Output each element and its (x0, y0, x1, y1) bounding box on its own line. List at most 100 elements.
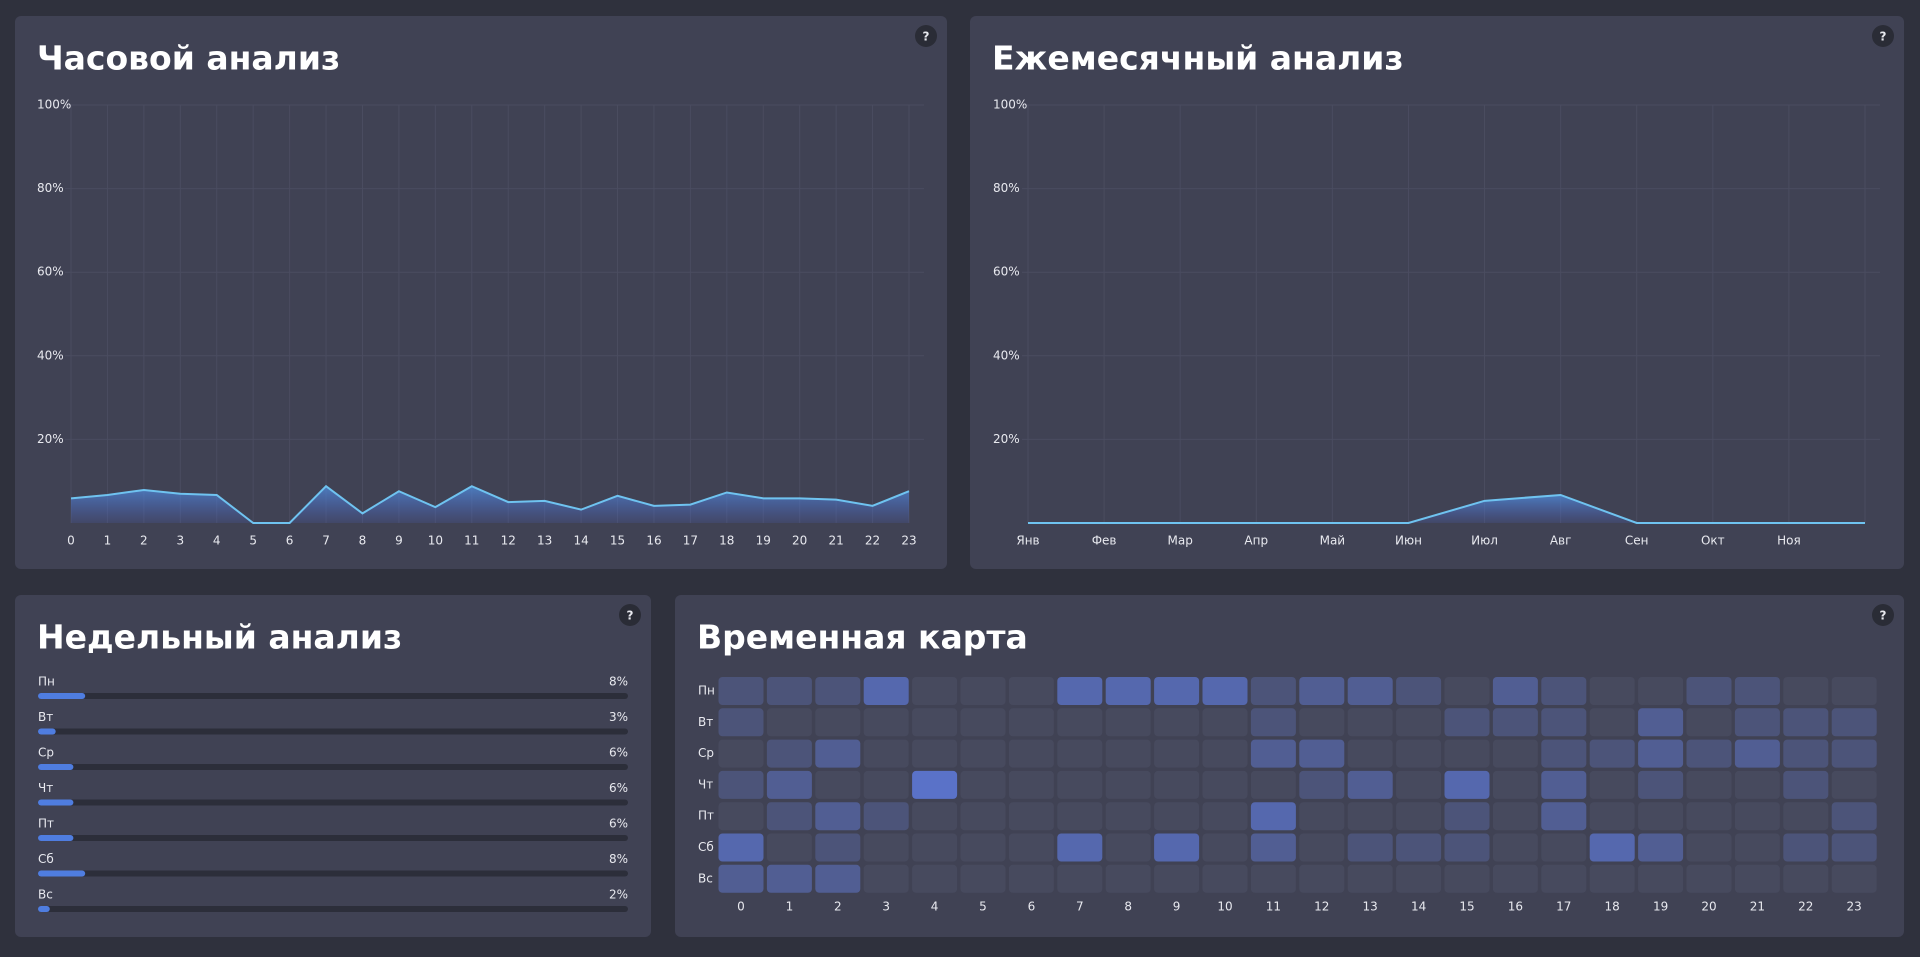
help-button[interactable] (915, 25, 937, 47)
cell (863, 677, 909, 705)
cell (815, 833, 861, 862)
x-tick-label: 9 (395, 534, 403, 548)
cell (1541, 708, 1587, 737)
row-label: Чт (698, 777, 713, 791)
cell (766, 833, 812, 862)
area (71, 486, 909, 523)
cell (1783, 864, 1829, 893)
cell (815, 708, 861, 737)
cell (1299, 770, 1345, 799)
cell (1105, 802, 1151, 831)
cell (1589, 770, 1635, 799)
col-label: 21 (1750, 900, 1765, 914)
cell (960, 739, 1006, 768)
cell (1831, 833, 1877, 862)
cell (1831, 770, 1877, 799)
cell (718, 677, 764, 705)
value-label: 8% (609, 852, 628, 866)
cell (1396, 770, 1442, 799)
y-tick-label: 40% (993, 348, 1020, 362)
col-label: 5 (979, 900, 987, 914)
cell (1202, 770, 1248, 799)
help-button[interactable] (619, 604, 641, 626)
cell (766, 864, 812, 893)
cell (1008, 864, 1054, 893)
x-tick-label: 17 (683, 534, 698, 548)
bar (38, 835, 74, 841)
cell (1492, 708, 1538, 737)
x-tick-label: 5 (249, 534, 257, 548)
y-tick-label: 80% (993, 181, 1020, 195)
cell (863, 864, 909, 893)
col-label: 19 (1653, 900, 1668, 914)
cell (1734, 708, 1780, 737)
cell (1057, 864, 1103, 893)
bar (38, 906, 50, 912)
cell (1154, 708, 1200, 737)
cell (960, 677, 1006, 705)
cell (1686, 739, 1732, 768)
col-label: 0 (737, 900, 745, 914)
cell (1396, 739, 1442, 768)
cell (1492, 802, 1538, 831)
help-button[interactable] (1872, 604, 1894, 626)
cell (1492, 864, 1538, 893)
cell (1589, 677, 1635, 705)
cell (1250, 864, 1296, 893)
cell (1444, 708, 1490, 737)
track (38, 870, 628, 877)
cell (912, 739, 958, 768)
cell (1347, 770, 1393, 799)
cell (1783, 677, 1829, 705)
cell (766, 708, 812, 737)
cell (1783, 739, 1829, 768)
cell (1008, 770, 1054, 799)
help-button[interactable] (1872, 25, 1894, 47)
cell (1492, 739, 1538, 768)
cell (1299, 708, 1345, 737)
x-tick-label: 3 (176, 534, 184, 548)
col-label: 15 (1459, 900, 1474, 914)
x-tick-label: 14 (573, 534, 588, 548)
cell (1299, 739, 1345, 768)
day-label: Сб (38, 852, 54, 866)
track (38, 906, 628, 912)
x-tick-label: 11 (464, 534, 479, 548)
cell (1589, 864, 1635, 893)
cell (1250, 677, 1296, 705)
cell (1396, 864, 1442, 893)
x-tick-label: Май (1320, 534, 1346, 548)
value-label: 6% (609, 746, 628, 760)
cell (1299, 802, 1345, 831)
cell (1105, 833, 1151, 862)
cell (1250, 802, 1296, 831)
cell (1444, 864, 1490, 893)
cell (1492, 677, 1538, 705)
day-label: Вс (38, 888, 53, 902)
x-tick-label: Окт (1701, 534, 1725, 548)
cell (1541, 739, 1587, 768)
col-label: 10 (1217, 900, 1232, 914)
cell (1396, 708, 1442, 737)
cell (1589, 708, 1635, 737)
cell (1347, 677, 1393, 705)
col-label: 4 (931, 900, 939, 914)
cell (1686, 770, 1732, 799)
cell (1396, 677, 1442, 705)
value-label: 6% (609, 817, 628, 831)
x-tick-label: 20 (792, 534, 807, 548)
cell (718, 739, 764, 768)
cell (1734, 833, 1780, 862)
x-tick-label: 1 (104, 534, 112, 548)
line (70, 484, 910, 524)
cell (1250, 739, 1296, 768)
bar (38, 870, 86, 877)
cell (1686, 677, 1732, 705)
cell (1154, 864, 1200, 893)
x-tick-label: Авг (1550, 534, 1572, 548)
cell (1734, 802, 1780, 831)
y-tick-label: 20% (37, 432, 64, 446)
x-tick-label: 18 (719, 534, 734, 548)
cell (1831, 739, 1877, 768)
col-label: 18 (1605, 900, 1620, 914)
